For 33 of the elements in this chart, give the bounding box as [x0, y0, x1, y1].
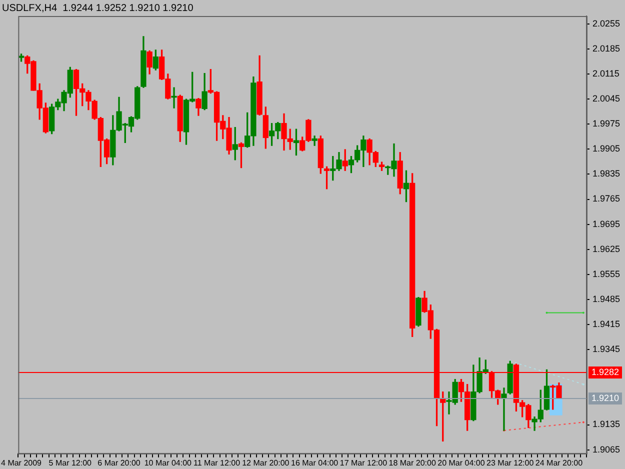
x-tick-label: 10 Mar 04:00: [144, 458, 192, 468]
y-tick-label: 1.9345: [592, 344, 620, 354]
y-tick-label: 1.9905: [592, 144, 620, 154]
candlestick: [312, 136, 318, 146]
ref-line-label: 1.9282: [591, 366, 620, 377]
y-tick-label: 1.9555: [592, 268, 620, 279]
y-tick-label: 2.0045: [592, 94, 620, 104]
y-tick-label: 1.9765: [592, 194, 620, 204]
x-tick-label: 24 Mar 20:00: [535, 458, 584, 468]
y-tick-label: 1.9835: [592, 168, 620, 179]
x-tick-label: 20 Mar 04:00: [438, 458, 486, 468]
ref-line-label: 1.9210: [591, 392, 620, 403]
x-tick-label: 16 Mar 04:00: [290, 458, 339, 468]
y-tick-label: 2.0185: [592, 43, 620, 54]
x-tick-label: 12 Mar 20:00: [242, 458, 290, 468]
x-tick-label: 5 Mar 12:00: [48, 458, 92, 468]
y-tick-label: 1.9695: [592, 218, 620, 229]
y-tick-label: 1.9415: [592, 319, 620, 330]
x-tick-label: 4 Mar 2009: [1, 458, 42, 468]
candlestick: [171, 87, 177, 108]
x-tick-label: 6 Mar 20:00: [98, 458, 141, 468]
x-tick-label: 18 Mar 20:00: [388, 458, 436, 468]
x-tick-label: 17 Mar 12:00: [340, 458, 388, 468]
y-tick-label: 2.0255: [592, 18, 620, 28]
y-tick-label: 1.9065: [592, 444, 620, 454]
y-tick-label: 1.9625: [592, 244, 620, 254]
x-tick-label: 23 Mar 12:00: [486, 458, 534, 468]
y-tick-label: 1.9485: [592, 294, 620, 304]
x-tick-label: 11 Mar 12:00: [194, 458, 241, 468]
y-tick-label: 1.9135: [592, 419, 620, 430]
chart-title: USDLFX,H4 1.9244 1.9252 1.9210 1.9210: [2, 2, 194, 14]
y-tick-label: 2.0115: [592, 68, 620, 78]
y-tick-label: 1.9975: [592, 118, 620, 129]
